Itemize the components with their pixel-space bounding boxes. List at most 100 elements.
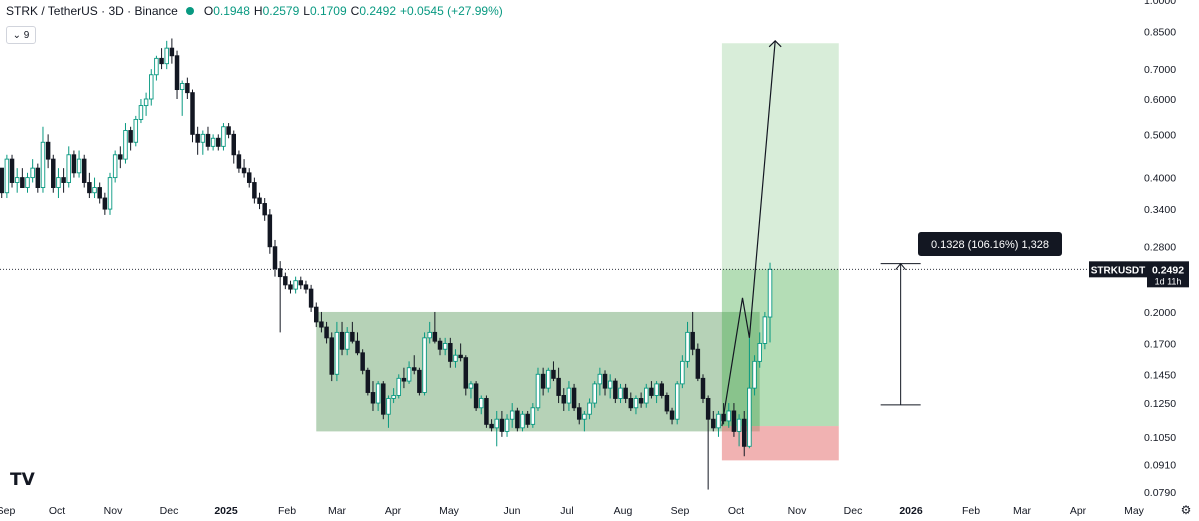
candle-body-37 [190, 92, 195, 135]
y-tick-label-13: 0.0910 [1144, 460, 1176, 472]
candle-body-146 [752, 360, 757, 389]
candle-body-119 [613, 380, 618, 399]
candle-body-73 [375, 383, 381, 404]
symbol-title[interactable]: STRK / TetherUS · 3D · Binance [6, 4, 178, 18]
candle-body-16 [81, 158, 87, 183]
candle-body-117 [602, 373, 608, 389]
candle-body-113 [582, 413, 587, 420]
candle-body-132 [680, 360, 685, 385]
y-tick-label-11: 0.1250 [1144, 398, 1176, 410]
candle-body-56 [288, 284, 293, 290]
candle-body-1 [4, 158, 10, 194]
candle-body-144 [741, 418, 747, 447]
x-tick-label-14: Nov [788, 505, 807, 517]
x-tick-label-15: Dec [844, 505, 863, 517]
candle-body-147 [757, 343, 762, 362]
projection-path-line [721, 40, 776, 427]
price-tag-symbol: STRKUSDT [1091, 265, 1145, 276]
candle-body-97 [499, 418, 505, 432]
x-tick-label-6: Mar [328, 505, 347, 517]
candle-body-7 [35, 167, 41, 188]
x-tick-label-17: Feb [962, 505, 980, 517]
candle-body-17 [87, 182, 92, 194]
x-tick-label-1: Oct [49, 505, 65, 517]
candle-body-138 [711, 418, 716, 429]
candle-body-120 [618, 387, 623, 399]
candle-body-21 [107, 177, 113, 210]
candle-body-118 [607, 380, 613, 389]
candle-body-78 [401, 377, 407, 382]
candle-body-112 [576, 407, 582, 420]
measure-label-text: 0.1328 (106.16%) 1,328 [931, 239, 1049, 251]
ohlc-change: +0.0545 (+27.99%) [400, 4, 503, 18]
ohlc-high: H0.2579 [253, 4, 300, 18]
indicator-toggle-button[interactable]: ⌄ 9 [6, 26, 36, 44]
candle-body-4 [20, 177, 25, 188]
candle-body-45 [231, 133, 237, 156]
candle-body-64 [329, 337, 334, 375]
y-tick-label-12: 0.1050 [1144, 432, 1176, 444]
candle-body-89 [458, 354, 463, 359]
candle-body-25 [128, 130, 133, 143]
candle-body-57 [293, 280, 298, 290]
candle-body-109 [561, 395, 567, 404]
candle-body-103 [530, 407, 536, 425]
candle-body-23 [118, 154, 123, 160]
x-tick-label-9: Jun [504, 505, 521, 517]
candle-body-86 [442, 343, 448, 350]
candle-body-141 [726, 410, 732, 422]
candle-body-62 [319, 321, 324, 328]
candle-body-59 [303, 284, 309, 290]
candle-body-76 [391, 395, 396, 399]
x-tick-label-20: May [1124, 505, 1145, 517]
candle-body-92 [473, 383, 479, 409]
y-tick-label-4: 0.5000 [1144, 129, 1176, 141]
candle-body-68 [350, 331, 355, 342]
candle-body-84 [432, 331, 438, 342]
x-tick-label-16: 2026 [899, 505, 923, 517]
candle-body-36 [185, 83, 190, 94]
candle-body-54 [277, 268, 283, 278]
candle-body-100 [515, 410, 520, 429]
x-tick-label-12: Sep [671, 505, 690, 517]
y-tick-label-3: 0.6000 [1144, 94, 1176, 106]
candle-body-121 [623, 387, 628, 399]
y-tick-label-6: 0.3400 [1144, 204, 1176, 216]
candle-body-60 [308, 288, 314, 308]
candle-body-15 [76, 158, 82, 174]
tradingview-logo-icon[interactable]: TV [10, 470, 35, 490]
candle-body-26 [133, 118, 139, 143]
candle-body-77 [396, 377, 402, 396]
candle-body-40 [205, 133, 211, 147]
settings-gear-icon[interactable]: ⚙ [1181, 503, 1192, 517]
candle-body-116 [597, 373, 603, 385]
candle-body-35 [179, 83, 185, 91]
candle-body-135 [695, 348, 701, 379]
candle-body-5 [25, 177, 30, 188]
candle-body-55 [283, 276, 288, 286]
ohlc-close: C0.2492 [350, 4, 397, 18]
candle-body-115 [592, 383, 597, 404]
candle-body-149 [767, 268, 773, 318]
candle-body-133 [685, 331, 690, 362]
candle-body-85 [437, 340, 443, 350]
candle-body-143 [736, 418, 742, 432]
candle-body-137 [705, 398, 711, 420]
candle-body-34 [174, 55, 180, 91]
candle-body-129 [664, 395, 670, 412]
x-tick-label-4: 2025 [214, 505, 238, 517]
candle-body-70 [360, 352, 365, 371]
candle-body-9 [45, 141, 51, 160]
y-tick-label-14: 0.0790 [1144, 487, 1176, 499]
candle-body-30 [154, 57, 159, 76]
candle-body-126 [649, 387, 654, 396]
y-tick-label-7: 0.2800 [1144, 242, 1176, 254]
candle-body-136 [700, 377, 706, 399]
candle-body-74 [381, 383, 386, 415]
market-open-dot-icon [185, 7, 194, 15]
y-tick-label-2: 0.7000 [1144, 64, 1176, 76]
candle-body-139 [716, 413, 721, 429]
candle-body-20 [102, 197, 108, 210]
candle-body-12 [61, 177, 66, 183]
